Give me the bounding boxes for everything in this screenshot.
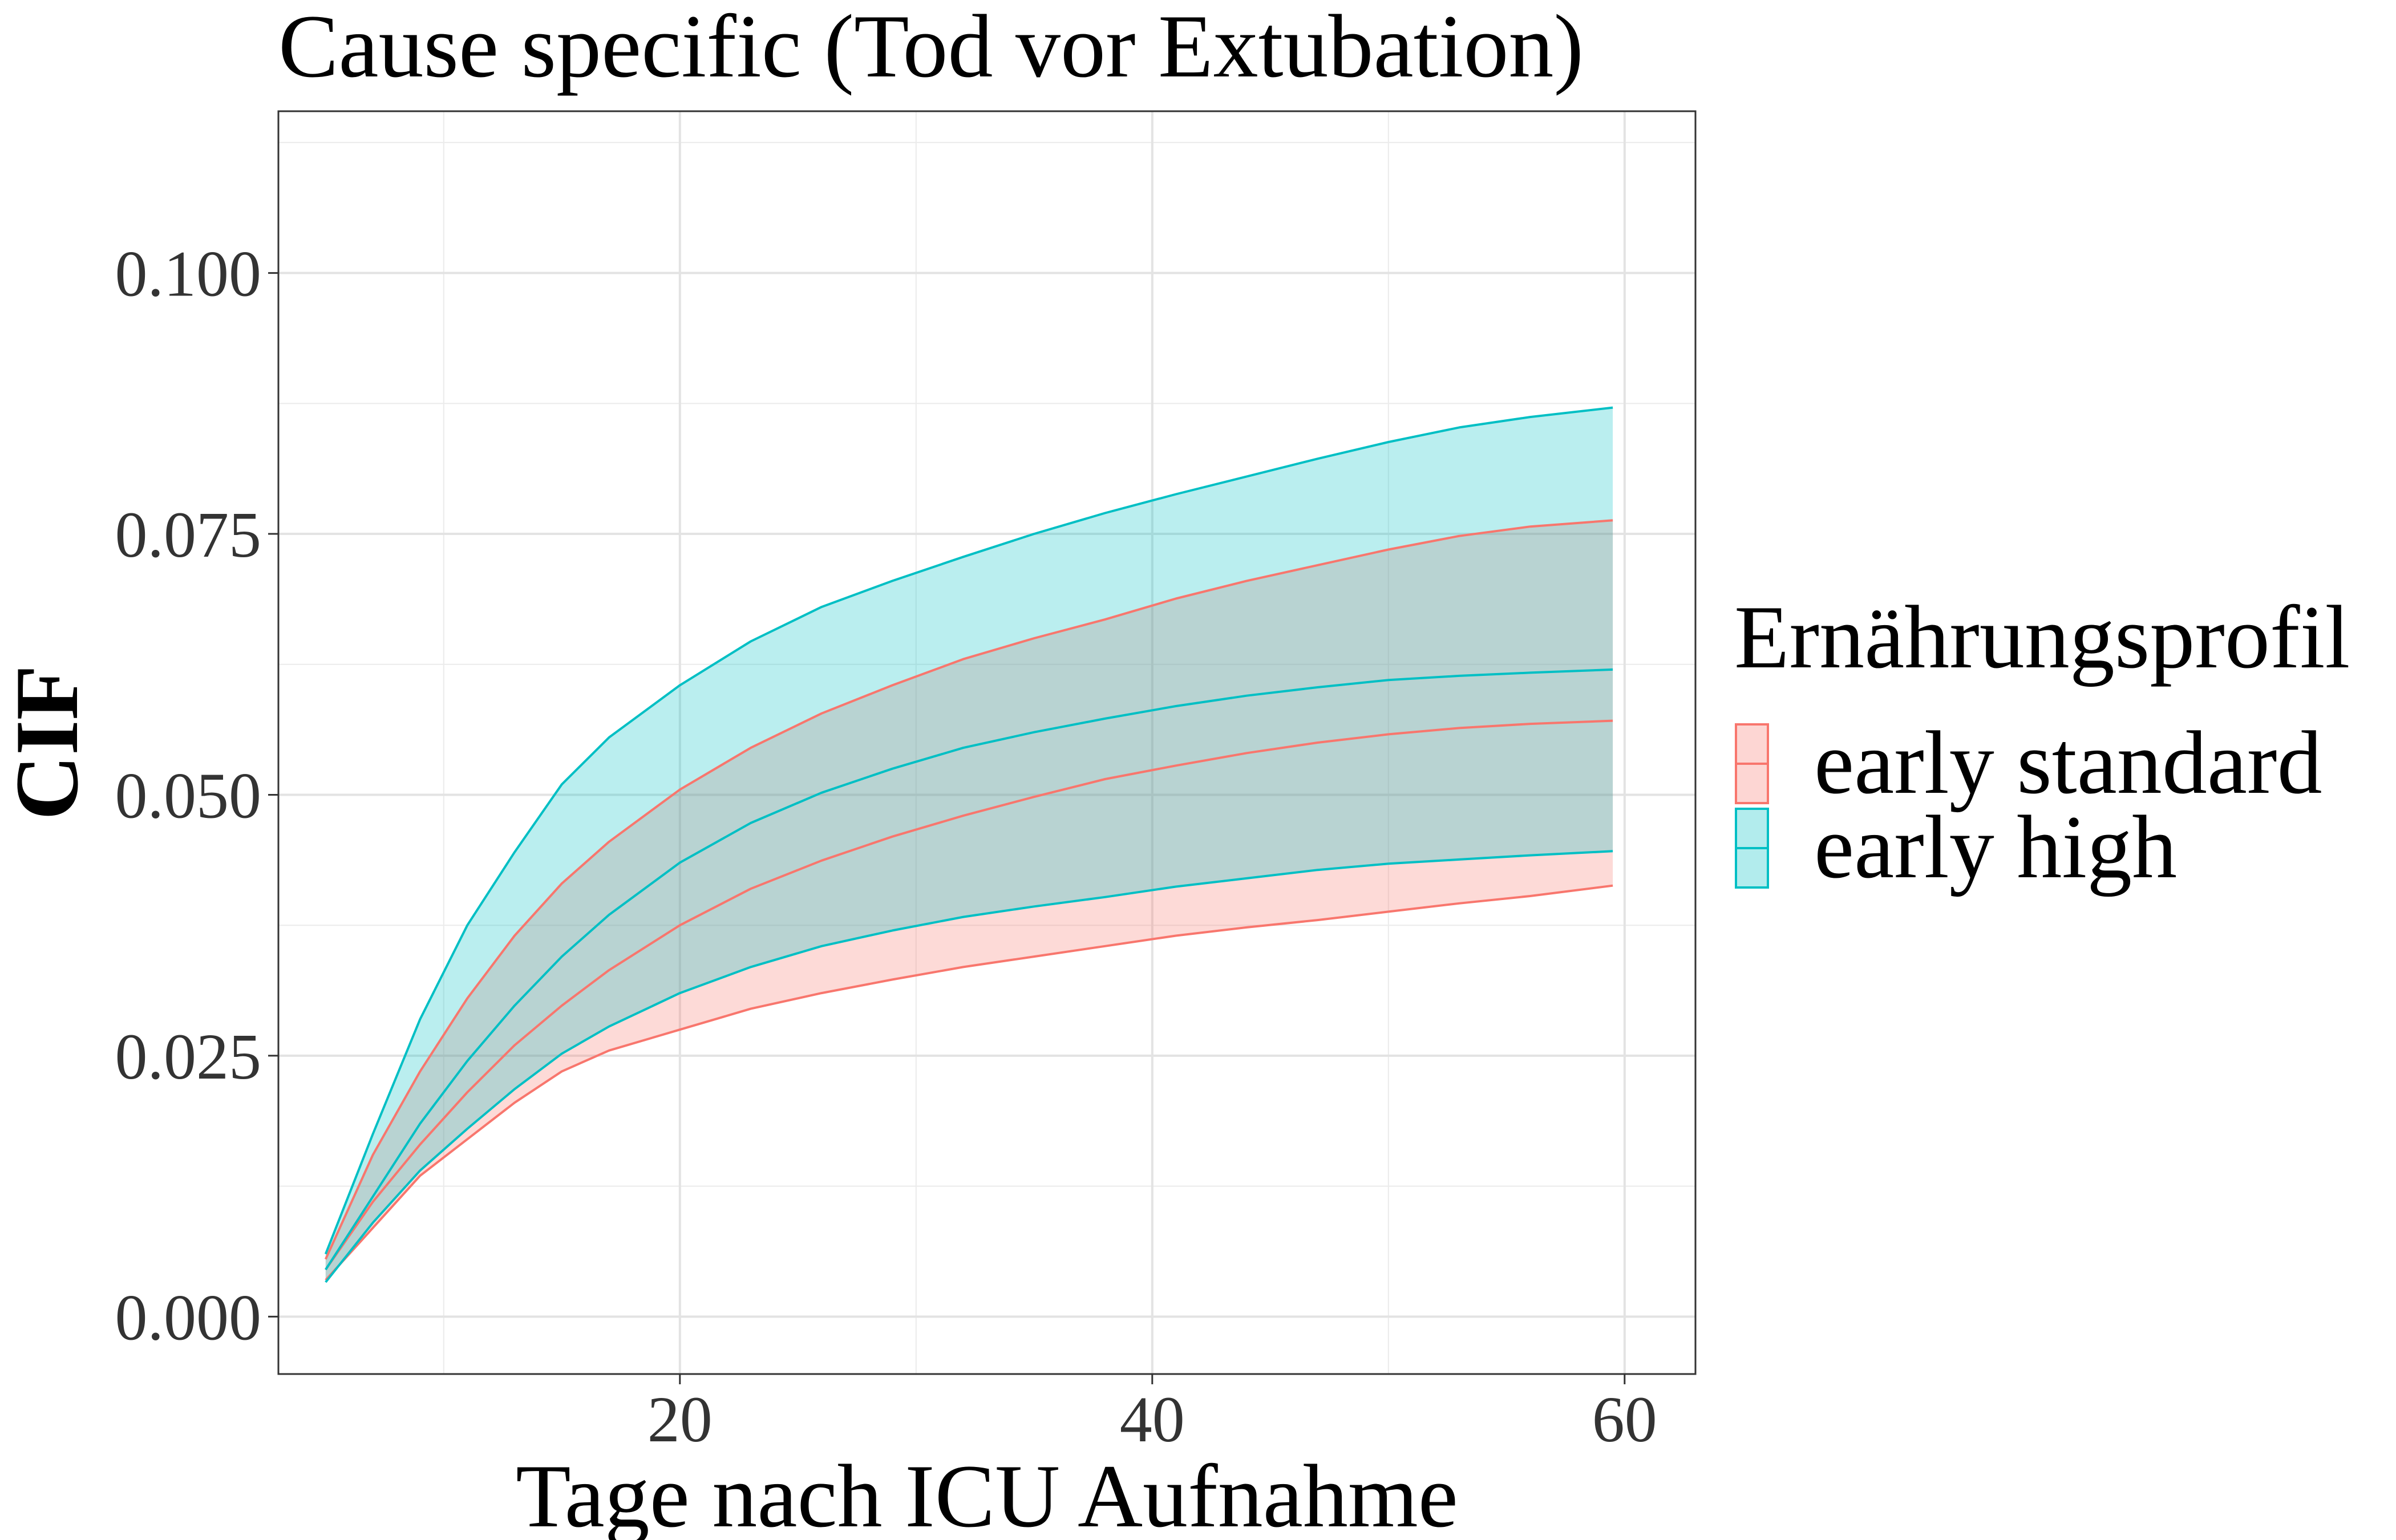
early-high-lower-bound-line bbox=[325, 850, 1613, 1283]
early-standard-legend-label: early standard bbox=[1814, 713, 2322, 813]
plot-area bbox=[277, 110, 1697, 1375]
early-high-upper-bound-line bbox=[324, 406, 1613, 1255]
y-tick-label: 0.000 bbox=[115, 1281, 262, 1353]
x-tick-label: 20 bbox=[647, 1383, 713, 1456]
early-high-legend-label: early high bbox=[1814, 797, 2177, 897]
y-tick-label: 0.050 bbox=[115, 759, 262, 832]
y-tick-label: 0.100 bbox=[115, 238, 262, 310]
early-high-estimate-line bbox=[325, 668, 1613, 1271]
minor-grid bbox=[278, 111, 1695, 1374]
x-tick-label: 40 bbox=[1120, 1383, 1185, 1456]
y-axis-title: CIF bbox=[0, 665, 97, 820]
y-axis: 0.000 0.025 0.050 0.075 0.100 bbox=[115, 238, 278, 1353]
early-standard-lower-bound-line bbox=[325, 884, 1613, 1281]
confidence-ribbons bbox=[325, 407, 1613, 1282]
cif-lines bbox=[324, 406, 1613, 1283]
early-standard-ribbon bbox=[325, 520, 1613, 1280]
x-axis: 20 40 60 bbox=[647, 1374, 1657, 1456]
x-tick-label: 60 bbox=[1592, 1383, 1657, 1456]
early-standard-upper-bound-line bbox=[324, 519, 1613, 1260]
chart-title: Cause specific (Tod vor Extubation) bbox=[278, 0, 1584, 96]
panel-border bbox=[277, 110, 1697, 1375]
legend-title: Ernährungsprofil bbox=[1734, 587, 2350, 687]
major-grid bbox=[278, 111, 1695, 1374]
y-tick-label: 0.025 bbox=[115, 1020, 262, 1093]
early-high-ribbon bbox=[325, 407, 1613, 1282]
x-axis-title: Tage nach ICU Aufnahme bbox=[516, 1446, 1458, 1540]
y-tick-label: 0.075 bbox=[115, 499, 262, 571]
early-standard-estimate-line bbox=[325, 719, 1613, 1271]
